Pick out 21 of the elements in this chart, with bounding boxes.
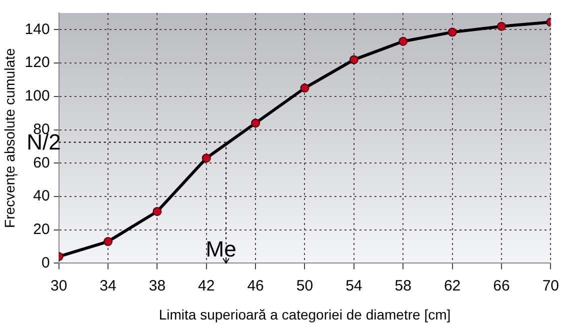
y-tick-label: 140: [24, 20, 50, 38]
x-axis-title: Limita superioară a categoriei de diametre [cm]: [158, 306, 451, 322]
y-axis-title: Frecvențe absolute cumulate: [1, 48, 18, 228]
y-tick-label: 20: [33, 220, 50, 238]
x-tick-label: 50: [296, 277, 314, 294]
x-tick-label: 30: [50, 277, 68, 294]
x-tick-label: 46: [247, 277, 264, 294]
x-tick-label: 58: [394, 277, 412, 294]
ref-line-label: Me: [206, 236, 236, 262]
x-tick-label: 34: [100, 277, 116, 294]
y-tick-label: 40: [33, 188, 50, 205]
x-tick-label: 70: [542, 277, 559, 294]
y-tick-label: 60: [33, 154, 50, 172]
x-tick-label: 38: [148, 277, 166, 294]
x-tick-label: 66: [493, 277, 510, 294]
x-tick-label: 62: [444, 277, 461, 294]
y-tick-label: 100: [24, 88, 50, 105]
y-tick-label: 0: [41, 254, 50, 272]
x-tick-label: 54: [346, 277, 362, 294]
y-tick-label: 120: [24, 54, 50, 72]
x-tick-label: 42: [198, 277, 215, 294]
